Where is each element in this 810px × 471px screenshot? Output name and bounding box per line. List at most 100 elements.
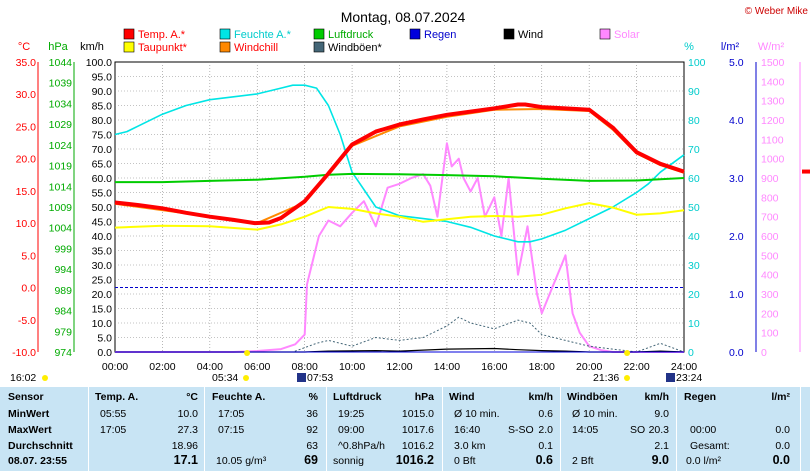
time-tick-label: 22:00 <box>623 361 649 373</box>
stats-wind-value: 0.6 <box>538 408 553 420</box>
legend-label: Feuchte A.* <box>234 29 292 41</box>
stats-rain-value: 0.0 <box>775 424 790 436</box>
legend-swatch <box>219 28 231 40</box>
moonrise-label: 07:53 <box>307 372 333 384</box>
temp-tick-label: 5.0 <box>21 250 36 262</box>
temp-tick-label: 35.0 <box>16 57 37 69</box>
series-line-luftdruck <box>115 172 685 184</box>
header-temp: Temp. A. <box>95 391 139 403</box>
header-rain-unit: l/m² <box>771 391 790 403</box>
stats-humidity-time: 07:15 <box>218 424 245 436</box>
stats-pressure-time: 19:25 <box>338 408 365 420</box>
moonset-icon <box>666 373 675 382</box>
table-column-divider <box>800 387 801 471</box>
wind-tick-label: 60.0 <box>92 173 113 185</box>
sunset-marker-icon <box>624 350 631 356</box>
stats-wind-value: 0.1 <box>538 440 553 452</box>
humidity-tick-label: 10 <box>688 318 700 330</box>
legend-label: Temp. A.* <box>138 29 186 41</box>
series-line-tempa <box>114 102 685 226</box>
time-tick-label: 00:00 <box>102 361 128 373</box>
legend-swatch <box>313 28 325 40</box>
table-column-divider <box>326 387 327 471</box>
stats-gust-direction: SO <box>630 424 646 436</box>
stats-row-label: MinWert <box>8 408 50 420</box>
legend-label: Luftdruck <box>328 29 374 41</box>
temp-axis-unit: °C <box>18 41 30 53</box>
legend-swatch <box>409 28 421 40</box>
sunset-label: 21:36 <box>593 372 619 384</box>
solar-tick-label: 200 <box>761 308 779 320</box>
pressure-tick-label: 1004 <box>49 223 73 235</box>
solar-tick-label: 700 <box>761 212 779 224</box>
humidity-tick-label: 40 <box>688 231 700 243</box>
moonrise-icon <box>297 373 306 382</box>
solar-tick-label: 900 <box>761 173 779 185</box>
pressure-tick-label: 1019 <box>49 161 73 173</box>
wind-tick-label: 55.0 <box>92 188 113 200</box>
stats-humidity-value: 63 <box>306 440 318 452</box>
wind-axis-unit: km/h <box>80 41 104 53</box>
current-humidity: 69 <box>304 453 318 467</box>
solar-tick-label: 400 <box>761 270 779 282</box>
rain-tick-label: 0.0 <box>729 347 744 359</box>
legend: Temp. A.* Feuchte A.* Luftdruck Regen Wind So… <box>123 28 640 54</box>
wind-tick-label: 10.0 <box>92 318 113 330</box>
current-wind: 0.6 <box>535 453 553 467</box>
data-series <box>114 84 810 353</box>
stats-wind-value: 2.0 <box>538 424 553 436</box>
humidity-tick-label: 100 <box>688 57 706 69</box>
header-pressure-unit: hPa <box>414 391 434 403</box>
current-weather: sonnig <box>333 455 364 467</box>
wind-tick-label: 5.0 <box>97 333 112 345</box>
pressure-tick-label: 1039 <box>49 78 73 90</box>
wind-tick-label: 80.0 <box>92 115 113 127</box>
legend-swatch <box>219 41 231 53</box>
solar-tick-label: 100 <box>761 328 779 340</box>
stats-temp-time: 17:05 <box>100 424 127 436</box>
legend-label: Windchill <box>234 42 278 54</box>
legend-swatch <box>123 41 135 53</box>
rain-tick-label: 4.0 <box>729 115 744 127</box>
pressure-tick-label: 979 <box>54 326 72 338</box>
stats-temp-value: 27.3 <box>177 424 198 436</box>
header-rain: Regen <box>684 391 717 403</box>
header-wind: Wind <box>449 391 475 403</box>
series-line-taupunkt <box>114 202 685 231</box>
wind-tick-label: 45.0 <box>92 217 113 229</box>
stats-wind-direction: S-SO <box>508 424 534 436</box>
solar-tick-label: 1200 <box>761 115 785 127</box>
rain-tick-label: 3.0 <box>729 173 744 185</box>
current-wind-bft: 0 Bft <box>454 455 476 467</box>
moonset-label: 23:24 <box>676 372 702 384</box>
wind-tick-label: 15.0 <box>92 304 113 316</box>
table-column-divider <box>204 387 205 471</box>
header-gust: Windböen <box>567 391 618 403</box>
solar-tick-label: 0 <box>761 347 767 359</box>
wind-tick-label: 40.0 <box>92 231 113 243</box>
time-tick-label: 02:00 <box>149 361 175 373</box>
series-line-feuchtea <box>114 84 685 243</box>
solar-tick-label: 500 <box>761 250 779 262</box>
temp-tick-label: -5.0 <box>18 315 36 327</box>
table-column-divider <box>676 387 677 471</box>
pressure-tick-label: 1034 <box>49 98 73 110</box>
stats-rain-value: 0.0 <box>775 440 790 452</box>
stats-row-label: Durchschnitt <box>8 440 73 452</box>
stats-pressure-time: ^0.8hPa/h <box>338 440 385 452</box>
stats-rain-label: Gesamt: <box>690 440 730 452</box>
solar-tick-label: 1100 <box>761 134 784 146</box>
current-rain-rate: 0.0 l/m² <box>686 455 722 467</box>
temp-tick-label: 20.0 <box>16 154 37 166</box>
solar-axis-unit: W/m² <box>758 41 785 53</box>
wind-tick-label: 85.0 <box>92 101 113 113</box>
sunrise-icon <box>243 375 249 381</box>
time-tick-label: 24:00 <box>671 361 697 373</box>
table-column-divider <box>560 387 561 471</box>
time-tick-label: 10:00 <box>339 361 365 373</box>
rain-tick-label: 1.0 <box>729 289 744 301</box>
sunrise-marker-icon <box>244 350 251 356</box>
stats-row-label: MaxWert <box>8 424 52 436</box>
time-tick-label: 06:00 <box>244 361 270 373</box>
current-gust: 9.0 <box>651 453 669 467</box>
